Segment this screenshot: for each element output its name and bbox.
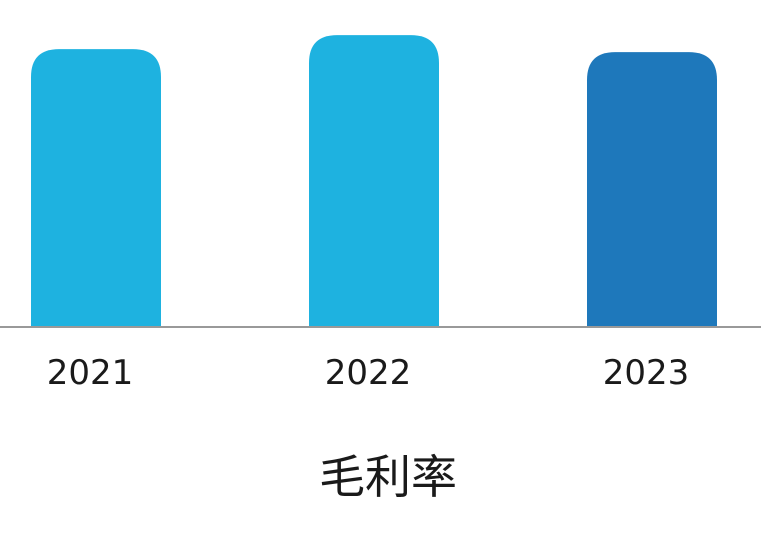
x-tick-label-2023: 2023 bbox=[603, 353, 690, 393]
bars-group bbox=[31, 35, 717, 328]
bar-2023 bbox=[587, 52, 717, 328]
bar-2022 bbox=[309, 35, 439, 328]
x-tick-labels: 2021 2022 2023 bbox=[47, 353, 690, 393]
x-tick-label-2022: 2022 bbox=[325, 353, 412, 393]
bar-2021 bbox=[31, 49, 161, 327]
x-axis-label: 毛利率 bbox=[319, 450, 457, 504]
x-tick-label-2021: 2021 bbox=[47, 353, 134, 393]
